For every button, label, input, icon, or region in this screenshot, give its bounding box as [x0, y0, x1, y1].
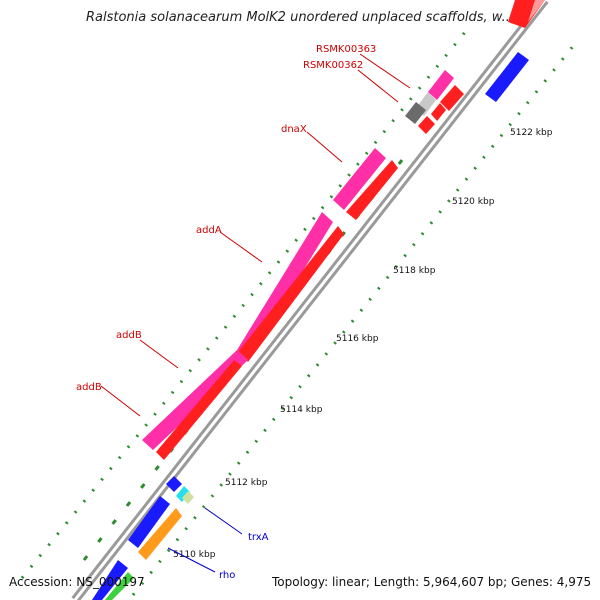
label-addB-2: addB	[76, 382, 102, 393]
label-rho: rho	[219, 570, 235, 581]
gene-blue-5122[interactable]	[485, 52, 529, 102]
gene-addA-forward[interactable]	[238, 226, 344, 362]
scale-label-5110: 5110 kbp	[173, 550, 216, 560]
gene-dnaX[interactable]	[333, 148, 386, 210]
label-RSMK00363: RSMK00363	[316, 44, 376, 55]
ticks-outer-right	[131, 39, 580, 596]
scale-label-5114: 5114 kbp	[280, 405, 323, 415]
tick-track-left	[20, 25, 472, 579]
gene-addB-forward[interactable]	[156, 360, 242, 460]
accession-text: Accession: NS_000197	[9, 575, 145, 589]
label-trxA: trxA	[248, 532, 269, 543]
leader-dnaX	[306, 131, 343, 163]
scale-label-5118: 5118 kbp	[393, 266, 436, 276]
gene-RSMK00362[interactable]	[405, 102, 426, 124]
gene-rho[interactable]	[138, 508, 182, 560]
leader-addB-1	[139, 339, 179, 369]
gene-red-small-1[interactable]	[440, 85, 464, 111]
gene-dnaX-forward[interactable]	[346, 160, 398, 220]
gene-labels: RSMK00363 RSMK00362 dnaX addA addB addB …	[76, 44, 376, 581]
label-addB-1: addB	[116, 330, 142, 341]
gene-blue-bottom[interactable]	[92, 560, 128, 600]
leader-trxA	[204, 507, 243, 535]
gene-trxA-small[interactable]	[182, 491, 194, 504]
gene-red-small-3[interactable]	[418, 116, 435, 134]
gene-green-bottom[interactable]	[105, 572, 134, 600]
gene-trxA-blue[interactable]	[166, 476, 182, 492]
label-dnaX: dnaX	[281, 124, 307, 135]
tick-track-right	[131, 39, 580, 596]
leader-RSMK00362	[357, 69, 399, 103]
backbone-inner	[73, 0, 547, 600]
topology-text: Topology: linear; Length: 5,964,607 bp; …	[272, 575, 592, 589]
scale-labels: 5122 kbp 5120 kbp 5118 kbp 5116 kbp 5114…	[173, 128, 553, 560]
ticks-spacer	[44, 40, 472, 570]
gene-blue-large[interactable]	[128, 496, 170, 548]
leader-lines	[100, 53, 411, 573]
leader-rho	[167, 547, 216, 573]
leader-addA	[219, 231, 263, 263]
gene-red-small-2[interactable]	[431, 103, 446, 121]
gene-top-forward-highlight	[528, 0, 545, 22]
leader-addB-2	[100, 385, 141, 417]
gene-RSMK00363[interactable]	[428, 70, 454, 100]
label-RSMK00362: RSMK00362	[303, 60, 363, 71]
gene-addA[interactable]	[237, 212, 333, 360]
scale-label-5116: 5116 kbp	[336, 334, 379, 344]
scale-label-5120: 5120 kbp	[452, 197, 495, 207]
map-title: Ralstonia solanacearum MolK2 unordered u…	[85, 10, 514, 25]
leader-RSMK00363	[359, 53, 411, 89]
ticks-outer-left	[20, 25, 472, 579]
label-addA: addA	[196, 225, 222, 236]
gene-trxA[interactable]	[176, 486, 190, 502]
backbone	[71, 0, 549, 600]
scale-label-5122: 5122 kbp	[510, 128, 553, 138]
scale-label-5112: 5112 kbp	[225, 478, 268, 488]
